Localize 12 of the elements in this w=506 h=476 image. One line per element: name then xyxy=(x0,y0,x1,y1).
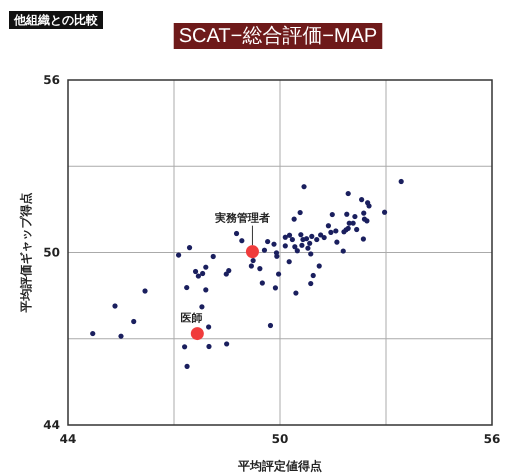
x-tick-label: 56 xyxy=(484,432,500,446)
chart-title: SCAT−総合評価−MAP xyxy=(178,25,378,47)
x-tick-label: 50 xyxy=(272,432,288,446)
y-tick-label: 56 xyxy=(43,73,60,87)
y-tick-label: 44 xyxy=(43,418,60,432)
x-tick-label: 44 xyxy=(60,432,76,446)
y-tick-label: 50 xyxy=(43,246,60,260)
y-axis-title: 平均評価ギャップ得点 xyxy=(19,192,33,314)
x-axis-title: 平均評定値得点 xyxy=(237,459,322,473)
series-label: 医師 xyxy=(180,312,202,325)
text: 実務管理者 xyxy=(214,212,270,225)
chart-subtitle: 他組織との比較 xyxy=(13,13,99,27)
